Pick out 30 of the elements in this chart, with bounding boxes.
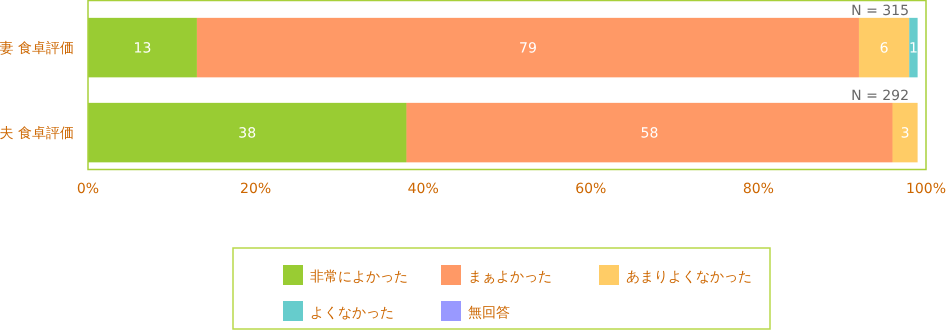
legend-label: あまりよくなかった: [626, 269, 752, 285]
y-tick-label: 夫 食卓評価: [0, 126, 74, 142]
data-label: 6: [880, 40, 889, 57]
x-tick-label: 60%: [575, 181, 606, 197]
bar: [892, 102, 918, 162]
y-tick-label: 妻 食卓評価: [0, 40, 74, 57]
legend-label: まぁよかった: [468, 269, 552, 285]
data-label: 3: [900, 126, 910, 142]
data-label: 58: [640, 126, 658, 142]
legend-label: よくなかった: [310, 305, 394, 321]
x-tick-label: 80%: [742, 181, 774, 197]
bar: [406, 102, 892, 162]
data-label: 13: [134, 40, 152, 57]
legend-label: 非常によかった: [310, 269, 408, 285]
annotation: N = 315: [851, 2, 909, 19]
bar: [858, 18, 910, 78]
x-tick-label: 20%: [240, 181, 272, 197]
bar: [88, 102, 406, 162]
data-label: 1: [908, 40, 918, 57]
bar: [196, 18, 859, 78]
data-label: 38: [238, 126, 256, 142]
x-tick-label: 0%: [76, 181, 100, 197]
data-label: 79: [519, 40, 537, 57]
よくなかった: 1: [908, 18, 918, 78]
x-tick-label: 40%: [408, 181, 439, 197]
bar: [88, 18, 197, 78]
legend-label: 無回答: [468, 305, 510, 321]
annotation: N = 292: [851, 88, 909, 104]
非常によかった: 13 38: [88, 18, 406, 162]
x-tick-label: 100%: [906, 181, 946, 197]
